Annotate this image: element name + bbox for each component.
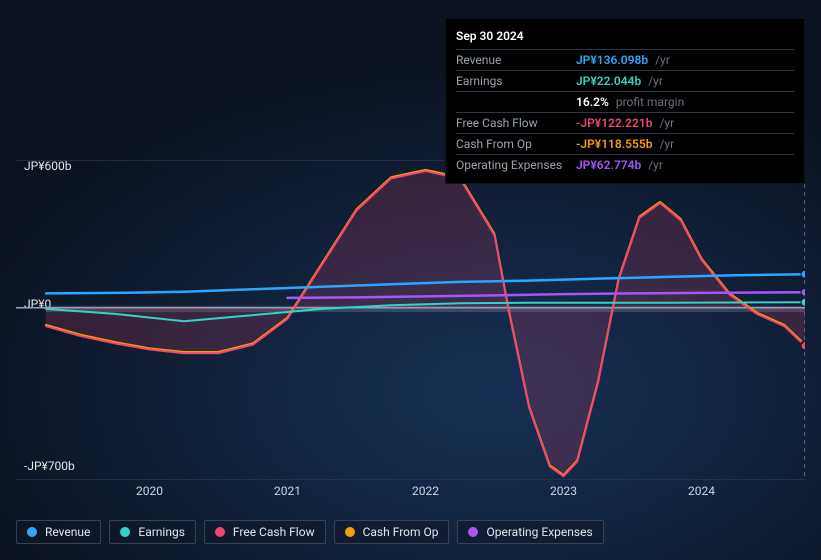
tooltip-row-label	[456, 92, 576, 113]
legend-item[interactable]: Earnings	[109, 520, 196, 544]
tooltip-row-value: 16.2% profit margin	[576, 92, 794, 113]
legend-swatch-icon	[345, 527, 355, 537]
tooltip-row-value: JP¥22.044b /yr	[576, 71, 794, 92]
x-tick: 2020	[136, 484, 163, 498]
tooltip-row-label: Free Cash Flow	[456, 113, 576, 134]
chart-svg	[16, 160, 805, 480]
legend-label: Operating Expenses	[486, 525, 592, 539]
tooltip-row: Free Cash Flow-JP¥122.221b /yr	[456, 113, 794, 134]
legend: Revenue Earnings Free Cash Flow Cash From O…	[16, 520, 604, 544]
legend-label: Cash From Op	[363, 525, 439, 539]
tooltip-row-label: Earnings	[456, 71, 576, 92]
series-end-dot	[801, 298, 805, 306]
legend-swatch-icon	[120, 527, 130, 537]
tooltip-row-value: -JP¥118.555b /yr	[576, 134, 794, 155]
tooltip-row-label: Revenue	[456, 50, 576, 71]
series-end-dot	[801, 342, 805, 350]
legend-item[interactable]: Free Cash Flow	[204, 520, 326, 544]
legend-label: Earnings	[138, 525, 185, 539]
series-end-dot	[801, 270, 805, 278]
tooltip-row: Operating ExpensesJP¥62.774b /yr	[456, 155, 794, 176]
legend-label: Revenue	[45, 525, 90, 539]
tooltip-row: 16.2% profit margin	[456, 92, 794, 113]
tooltip-row: EarningsJP¥22.044b /yr	[456, 71, 794, 92]
tooltip-row-label: Operating Expenses	[456, 155, 576, 176]
legend-label: Free Cash Flow	[233, 525, 315, 539]
legend-swatch-icon	[468, 527, 478, 537]
legend-swatch-icon	[27, 527, 37, 537]
series-end-dot	[801, 288, 805, 296]
tooltip-row-value: JP¥62.774b /yr	[576, 155, 794, 176]
legend-item[interactable]: Cash From Op	[334, 520, 450, 544]
tooltip-row-label: Cash From Op	[456, 134, 576, 155]
x-axis: 2020 2021 2022 2023 2024	[16, 484, 805, 500]
tooltip-row: RevenueJP¥136.098b /yr	[456, 50, 794, 71]
legend-item[interactable]: Revenue	[16, 520, 101, 544]
tooltip-row-value: -JP¥122.221b /yr	[576, 113, 794, 134]
legend-item[interactable]: Operating Expenses	[457, 520, 603, 544]
tooltip-date: Sep 30 2024	[456, 25, 794, 50]
x-tick: 2022	[412, 484, 439, 498]
legend-swatch-icon	[215, 527, 225, 537]
tooltip-table: RevenueJP¥136.098b /yrEarningsJP¥22.044b…	[456, 50, 794, 175]
x-tick: 2024	[688, 484, 715, 498]
chart-area[interactable]	[16, 160, 805, 480]
x-tick: 2021	[274, 484, 301, 498]
tooltip-row-value: JP¥136.098b /yr	[576, 50, 794, 71]
page-root: { "tooltip": { "date": "Sep 30 2024", "r…	[0, 0, 821, 560]
tooltip-row: Cash From Op-JP¥118.555b /yr	[456, 134, 794, 155]
x-tick: 2023	[550, 484, 577, 498]
hover-tooltip: Sep 30 2024 RevenueJP¥136.098b /yrEarnin…	[445, 18, 805, 184]
